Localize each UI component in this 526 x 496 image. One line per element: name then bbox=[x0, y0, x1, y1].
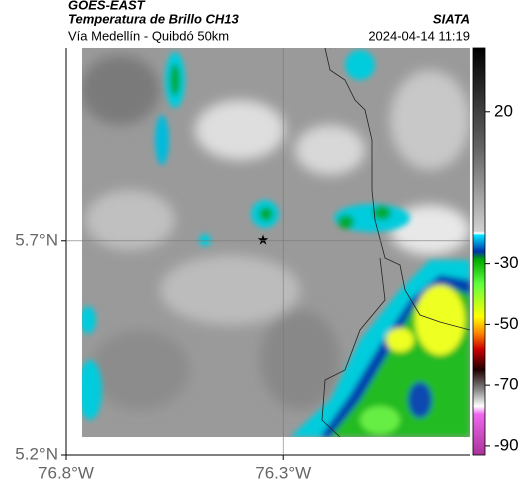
x-tick-label: 76.3°W bbox=[255, 463, 311, 482]
colorbar-tick-label: -90 bbox=[494, 435, 519, 454]
colorbar-tick-label: -50 bbox=[494, 314, 519, 333]
satellite-image bbox=[82, 48, 470, 437]
product: Temperatura de Brillo CH13 bbox=[68, 11, 240, 26]
route: Vía Medellín - Quibdó 50km bbox=[68, 28, 229, 43]
colorbar-tick-label: -70 bbox=[494, 375, 519, 394]
x-tick-label: 76.8°W bbox=[38, 463, 94, 482]
datetime: 2024-04-14 11:19 bbox=[368, 28, 470, 43]
colorbar-tick-label: 20 bbox=[494, 101, 513, 120]
location-marker: ★ bbox=[257, 232, 270, 248]
axes: 76.8°W 76.3°W 5.2°N 5.7°N 20 -30 -50 -70 -90 bbox=[15, 48, 519, 482]
colorbar bbox=[472, 47, 486, 456]
source: SIATA bbox=[433, 11, 470, 26]
colorbar-tick-label: -30 bbox=[494, 253, 519, 272]
y-tick-label: 5.2°N bbox=[15, 444, 58, 463]
satellite: GOES-EAST bbox=[68, 0, 146, 12]
y-tick-label: 5.7°N bbox=[15, 230, 58, 249]
